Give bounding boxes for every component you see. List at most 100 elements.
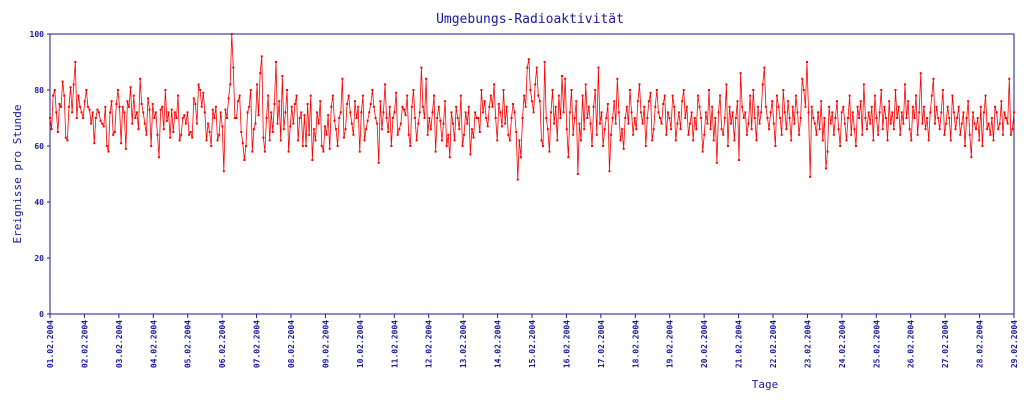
data-point <box>278 100 281 103</box>
data-point <box>613 100 616 103</box>
data-point <box>554 105 557 108</box>
chart-title: Umgebungs-Radioaktivität <box>436 12 624 27</box>
data-point <box>1005 117 1008 119</box>
data-point <box>641 122 644 125</box>
data-point <box>796 111 799 114</box>
data-point <box>175 117 178 119</box>
data-point <box>696 94 699 97</box>
data-point <box>150 145 153 147</box>
data-point <box>647 100 650 103</box>
data-point <box>214 105 217 108</box>
data-point <box>586 117 589 119</box>
data-point <box>714 117 717 119</box>
data-point <box>374 117 377 119</box>
data-point <box>970 156 973 159</box>
series-line <box>49 33 1015 180</box>
data-point <box>488 105 491 108</box>
data-point <box>145 133 148 136</box>
data-point <box>402 108 405 111</box>
data-point <box>227 97 230 100</box>
data-point <box>870 105 873 108</box>
data-point <box>156 133 159 136</box>
data-point <box>600 111 603 114</box>
data-point <box>80 111 83 114</box>
data-point <box>211 108 214 111</box>
x-tick-label: 18.02.2004 <box>631 320 640 368</box>
data-point <box>772 122 775 125</box>
data-point <box>668 117 671 119</box>
data-point <box>237 100 240 103</box>
data-point <box>244 145 247 147</box>
data-point <box>233 117 236 119</box>
data-point <box>384 83 387 86</box>
data-point <box>305 145 308 147</box>
data-point <box>235 117 238 119</box>
data-point <box>982 111 985 114</box>
data-point <box>207 122 210 125</box>
data-point <box>910 139 913 142</box>
data-point <box>736 100 739 103</box>
data-point <box>570 89 573 91</box>
data-point <box>371 89 374 91</box>
data-point <box>712 139 715 142</box>
data-point <box>888 100 891 103</box>
data-point <box>959 133 962 136</box>
data-point <box>508 139 511 142</box>
data-point <box>229 83 232 86</box>
data-point <box>412 89 415 91</box>
data-point <box>312 128 315 131</box>
data-point <box>319 100 322 103</box>
data-point <box>437 105 440 108</box>
data-point <box>142 111 145 114</box>
data-point <box>448 156 451 159</box>
data-point <box>666 111 669 114</box>
data-point <box>695 128 698 131</box>
data-point <box>881 128 884 131</box>
data-point <box>572 133 575 136</box>
data-point <box>949 139 952 142</box>
data-point <box>900 111 903 114</box>
data-point <box>994 105 997 108</box>
data-point <box>262 136 265 139</box>
data-point <box>551 89 554 91</box>
data-point <box>858 117 861 119</box>
data-point <box>824 167 827 170</box>
data-point <box>815 133 818 136</box>
x-axis: 01.02.2004 02.02.2004 03.02.2004 04.02.2004… <box>46 314 1019 368</box>
data-point <box>864 117 867 119</box>
data-point <box>516 178 519 181</box>
data-point <box>128 105 131 108</box>
data-point <box>854 145 857 147</box>
data-point <box>241 142 244 145</box>
data-point <box>842 105 845 108</box>
data-point <box>151 103 154 105</box>
data-point <box>952 111 955 114</box>
data-point <box>602 145 605 147</box>
data-point <box>799 117 802 119</box>
x-tick-label: 21.02.2004 <box>735 320 744 368</box>
data-point <box>638 83 641 86</box>
x-tick-label: 20.02.2004 <box>700 320 709 368</box>
data-point <box>836 100 838 103</box>
data-point <box>960 122 963 125</box>
data-point <box>524 105 527 108</box>
data-point <box>964 145 967 147</box>
data-point <box>99 119 102 122</box>
data-point <box>161 105 164 108</box>
data-point <box>821 139 824 142</box>
data-point <box>401 105 404 108</box>
x-tick-label: 07.02.2004 <box>253 320 262 368</box>
data-point <box>256 83 259 86</box>
data-point <box>61 80 64 83</box>
data-point <box>611 117 614 119</box>
data-point <box>110 100 113 103</box>
data-point <box>649 91 652 94</box>
data-point <box>290 105 293 108</box>
data-point <box>90 122 93 125</box>
data-point <box>847 117 850 119</box>
data-point <box>606 103 609 105</box>
data-point <box>1009 133 1012 136</box>
data-point <box>929 111 932 114</box>
data-point <box>608 170 611 173</box>
data-point <box>213 117 216 119</box>
